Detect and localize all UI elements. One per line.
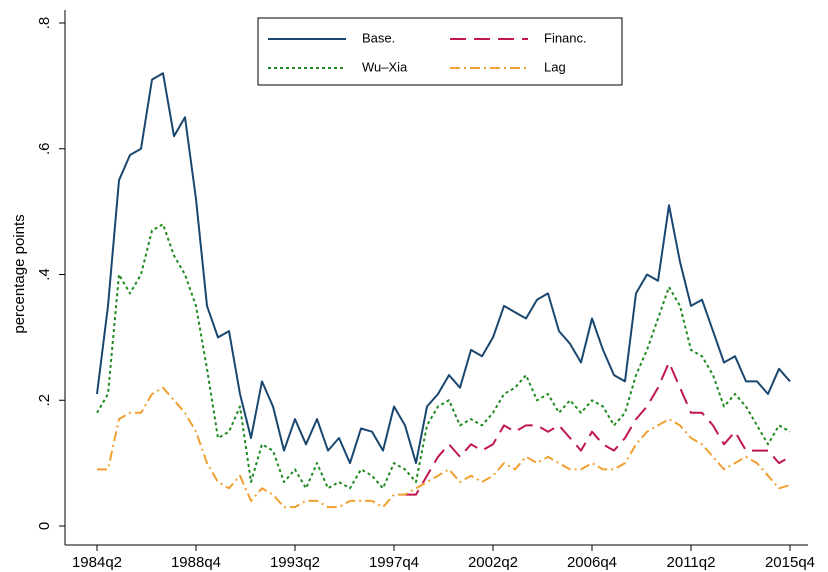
y-tick-label: .4 bbox=[36, 268, 53, 281]
legend-box bbox=[257, 17, 623, 86]
series-line bbox=[405, 361, 791, 496]
x-tick-label: 1988q4 bbox=[171, 554, 221, 571]
series-line bbox=[97, 386, 791, 509]
series-line bbox=[96, 223, 791, 490]
y-tick-label: .2 bbox=[36, 394, 53, 407]
x-tick-label: 2002q2 bbox=[468, 554, 518, 571]
y-tick-label: .8 bbox=[36, 17, 53, 30]
y-axis-label: percentage points bbox=[11, 214, 28, 333]
x-tick-label: 2011q2 bbox=[667, 554, 716, 571]
x-tick-label: 1993q2 bbox=[270, 554, 320, 571]
x-tick-label: 2015q4 bbox=[765, 554, 815, 571]
x-tick-label: 1984q2 bbox=[72, 554, 122, 571]
y-tick-label: .6 bbox=[36, 142, 53, 155]
x-tick-label: 2006q4 bbox=[567, 554, 617, 571]
legend-label: Lag bbox=[544, 59, 566, 74]
series-line bbox=[96, 72, 791, 465]
y-tick-label: 0 bbox=[36, 522, 53, 530]
legend-label: Financ. bbox=[544, 30, 587, 45]
legend-label: Base. bbox=[362, 30, 395, 45]
x-tick-label: 1997q4 bbox=[369, 554, 419, 571]
legend-label: Wu–Xia bbox=[362, 59, 408, 74]
